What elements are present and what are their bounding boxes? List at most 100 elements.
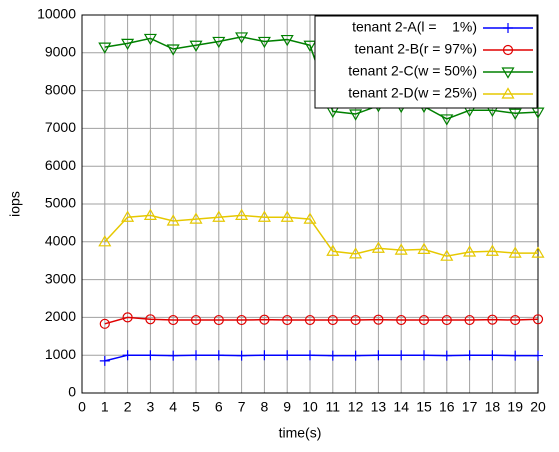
marker — [419, 350, 429, 361]
marker — [168, 350, 179, 361]
x-tick-label: 8 — [261, 399, 269, 415]
marker — [510, 350, 521, 361]
marker — [235, 32, 249, 44]
x-tick-label: 0 — [78, 399, 86, 415]
marker — [501, 67, 515, 79]
x-tick-label: 11 — [326, 399, 341, 415]
marker — [213, 314, 224, 326]
x-tick-label: 10 — [302, 399, 318, 415]
marker — [326, 244, 340, 256]
marker — [349, 109, 363, 121]
marker — [257, 210, 271, 222]
marker — [189, 40, 203, 52]
x-tick-label: 1 — [101, 399, 109, 415]
y-tick-label: 5000 — [45, 195, 76, 211]
marker — [145, 314, 156, 325]
marker — [280, 210, 294, 222]
marker — [350, 350, 361, 361]
series-line — [104, 316, 539, 325]
y-axis-label: iops — [7, 191, 23, 217]
x-tick-label: 18 — [485, 399, 501, 415]
marker — [305, 350, 315, 361]
x-tick-label: 9 — [283, 399, 291, 415]
marker — [487, 314, 498, 325]
marker — [280, 34, 294, 47]
marker — [508, 108, 522, 120]
marker — [502, 44, 514, 56]
x-tick-label: 12 — [348, 399, 364, 415]
marker — [510, 314, 521, 326]
marker — [189, 212, 203, 224]
marker — [166, 44, 180, 56]
marker — [98, 42, 112, 54]
y-tick-label: 10000 — [37, 6, 76, 22]
marker — [98, 235, 112, 247]
marker — [350, 314, 361, 326]
marker — [508, 246, 522, 258]
x-tick-label: 6 — [215, 399, 223, 415]
legend-box — [314, 15, 538, 109]
y-tick-label: 3000 — [45, 270, 76, 286]
marker — [464, 350, 475, 361]
x-tick-label: 17 — [462, 399, 478, 415]
marker — [122, 350, 133, 361]
marker — [441, 350, 452, 361]
marker — [485, 244, 499, 256]
x-tick-label: 5 — [192, 399, 200, 415]
marker — [191, 350, 201, 361]
y-tick-label: 4000 — [45, 233, 76, 249]
marker — [235, 208, 249, 220]
marker — [441, 314, 452, 326]
y-tick-label: 7000 — [45, 119, 76, 135]
marker — [259, 350, 270, 361]
legend-label: tenant 2-C(w = 50%) — [348, 63, 477, 79]
marker — [503, 23, 513, 33]
marker — [282, 314, 293, 326]
marker — [533, 350, 543, 361]
y-tick-label: 6000 — [45, 157, 76, 173]
y-tick-label: 0 — [68, 384, 76, 400]
marker — [531, 107, 545, 119]
marker — [440, 114, 454, 126]
marker — [143, 33, 157, 46]
legend-label: tenant 2-B(r = 97%) — [354, 41, 477, 57]
x-tick-label: 7 — [238, 399, 246, 415]
marker — [121, 38, 135, 51]
marker — [236, 314, 247, 326]
x-tick-label: 19 — [507, 399, 523, 415]
marker — [373, 314, 384, 325]
marker — [212, 210, 226, 222]
marker — [99, 355, 110, 366]
marker — [303, 212, 317, 224]
marker — [304, 314, 316, 326]
marker — [464, 314, 475, 326]
marker — [257, 36, 271, 49]
marker — [349, 247, 363, 259]
y-tick-label: 1000 — [45, 346, 76, 362]
marker — [532, 314, 544, 325]
marker — [394, 243, 408, 255]
marker — [418, 314, 430, 326]
marker — [463, 245, 477, 257]
marker — [327, 314, 338, 326]
x-tick-label: 3 — [147, 399, 155, 415]
marker — [121, 210, 135, 222]
marker — [166, 214, 180, 226]
x-tick-label: 20 — [530, 399, 546, 415]
marker — [396, 350, 407, 361]
marker — [303, 40, 317, 52]
x-tick-label: 2 — [124, 399, 132, 415]
x-tick-label: 16 — [439, 399, 455, 415]
marker — [190, 314, 202, 326]
y-tick-label: 8000 — [45, 81, 76, 97]
y-tick-label: 2000 — [45, 308, 76, 324]
marker — [501, 87, 515, 99]
marker — [99, 318, 110, 329]
marker — [440, 249, 454, 261]
marker — [145, 350, 156, 361]
marker — [327, 350, 338, 361]
marker — [371, 241, 385, 253]
plot-frame — [81, 14, 539, 394]
y-tick-label: 9000 — [45, 44, 76, 60]
